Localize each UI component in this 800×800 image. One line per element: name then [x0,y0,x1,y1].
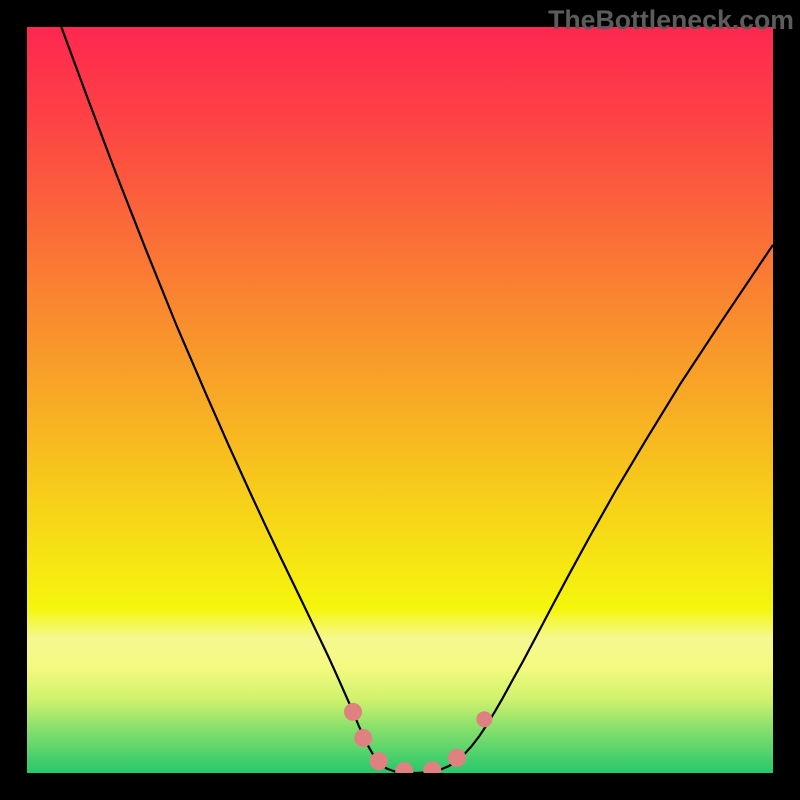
valley-extra-dot [476,711,492,727]
curve-layer [27,27,773,773]
bottleneck-curve [61,27,773,773]
plot-area [27,27,773,773]
chart-frame: TheBottleneck.com [0,0,800,800]
watermark-label: TheBottleneck.com [548,5,794,36]
valley-highlight [353,712,469,772]
